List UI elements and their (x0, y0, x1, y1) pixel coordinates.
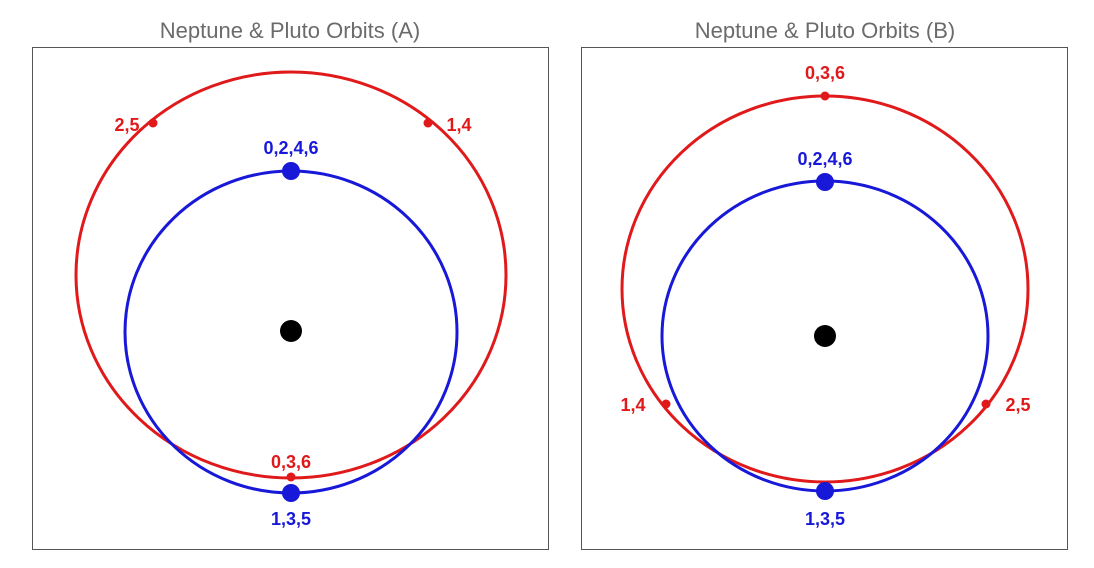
neptune-position (282, 162, 300, 180)
sun (814, 325, 836, 347)
position-label: 1,3,5 (271, 509, 311, 529)
pluto-position (820, 91, 830, 101)
panel-frame (32, 47, 549, 550)
pluto-position (148, 118, 158, 128)
sun (280, 320, 302, 342)
pluto-position (286, 472, 296, 482)
pluto-position (661, 399, 671, 409)
pluto-orbit (74, 70, 508, 480)
position-label: 0,2,4,6 (797, 149, 852, 169)
position-label: 0,3,6 (805, 63, 845, 83)
position-label: 2,5 (1005, 395, 1030, 415)
panel-frame (581, 47, 1068, 550)
pluto-position (423, 118, 433, 128)
pluto-position (981, 399, 991, 409)
neptune-position (816, 173, 834, 191)
position-label: 2,5 (114, 115, 139, 135)
panel-title: Neptune & Pluto Orbits (B) (695, 18, 955, 43)
position-label: 0,3,6 (271, 452, 311, 472)
position-label: 1,3,5 (805, 509, 845, 529)
position-label: 0,2,4,6 (263, 138, 318, 158)
panel-title: Neptune & Pluto Orbits (A) (160, 18, 420, 43)
position-label: 1,4 (620, 395, 645, 415)
position-label: 1,4 (446, 115, 471, 135)
neptune-position (282, 484, 300, 502)
neptune-position (816, 482, 834, 500)
